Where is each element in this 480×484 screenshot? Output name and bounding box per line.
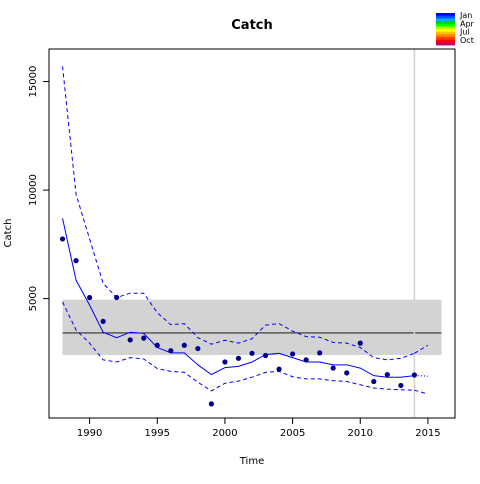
legend-color-swatch (436, 40, 455, 43)
x-axis-tick-label: 1990 (77, 428, 102, 439)
observed-point (73, 258, 78, 263)
observed-point (249, 351, 254, 356)
y-axis-tick-label: 10000 (28, 174, 39, 206)
observed-point (128, 337, 133, 342)
observed-point (358, 341, 363, 346)
legend-color-swatch (436, 29, 455, 32)
observed-point (182, 343, 187, 348)
legend-color-swatch (436, 34, 455, 37)
legend-color-swatch (436, 26, 455, 29)
x-axis-tick-label: 2015 (415, 428, 440, 439)
legend-color-swatch (436, 13, 455, 16)
observed-point (114, 295, 119, 300)
legend-color-swatch (436, 24, 455, 27)
y-axis-tick-label: 5000 (28, 286, 39, 311)
observed-point (385, 372, 390, 377)
observed-point (371, 379, 376, 384)
observed-point (209, 401, 214, 406)
observed-point (87, 295, 92, 300)
observed-point (304, 357, 309, 362)
legend-color-swatch (436, 21, 455, 24)
observed-point (398, 383, 403, 388)
x-axis-tick-label: 1995 (145, 428, 170, 439)
observed-point (290, 351, 295, 356)
observed-point (344, 370, 349, 375)
observed-point (155, 343, 160, 348)
legend-color-swatch (436, 37, 455, 40)
observed-point (331, 365, 336, 370)
x-axis-tick-label: 2010 (348, 428, 373, 439)
observed-point (168, 348, 173, 353)
observed-point (222, 359, 227, 364)
observed-point (276, 367, 281, 372)
projection-lower-line (414, 390, 428, 394)
legend-color-swatch (436, 18, 455, 21)
x-axis-tick-label: 2000 (212, 428, 237, 439)
legend-color-swatch (436, 16, 455, 19)
observed-point (412, 372, 417, 377)
observed-point (195, 346, 200, 351)
plot-frame (49, 49, 455, 418)
chart-title: Catch (231, 18, 273, 33)
observed-point (60, 236, 65, 241)
observed-point (236, 356, 241, 361)
observed-point (101, 319, 106, 324)
observed-point (263, 353, 268, 358)
reference-band (63, 300, 442, 355)
axes-layer: 1990 1995 2000 2005 2010 2015 5000 10000 15000 (28, 66, 441, 439)
observed-point (317, 350, 322, 355)
legend-label: Oct (460, 36, 474, 45)
legend-color-swatch (436, 32, 455, 35)
x-axis-label: Time (239, 456, 264, 467)
x-axis-tick-label: 2005 (280, 428, 305, 439)
reference-band-layer (63, 300, 442, 355)
observed-point (141, 336, 146, 341)
y-axis-label: Catch (3, 219, 14, 248)
legend-color-swatch (436, 42, 455, 45)
y-axis-tick-label: 15000 (28, 66, 39, 98)
